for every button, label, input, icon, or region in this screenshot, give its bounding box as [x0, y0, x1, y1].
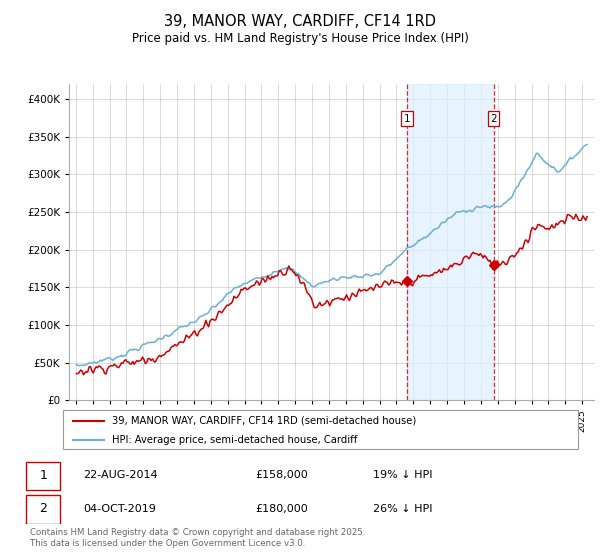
Text: Price paid vs. HM Land Registry's House Price Index (HPI): Price paid vs. HM Land Registry's House … — [131, 32, 469, 45]
FancyBboxPatch shape — [26, 496, 60, 524]
Text: £158,000: £158,000 — [255, 470, 308, 480]
Text: 19% ↓ HPI: 19% ↓ HPI — [373, 470, 433, 480]
Text: Contains HM Land Registry data © Crown copyright and database right 2025.
This d: Contains HM Land Registry data © Crown c… — [30, 528, 365, 548]
FancyBboxPatch shape — [62, 410, 578, 449]
Text: 1: 1 — [40, 469, 47, 482]
Text: 26% ↓ HPI: 26% ↓ HPI — [373, 504, 433, 514]
Text: 2: 2 — [490, 114, 497, 124]
Text: 22-AUG-2014: 22-AUG-2014 — [83, 470, 157, 480]
Text: £180,000: £180,000 — [255, 504, 308, 514]
Text: 39, MANOR WAY, CARDIFF, CF14 1RD (semi-detached house): 39, MANOR WAY, CARDIFF, CF14 1RD (semi-d… — [112, 416, 416, 426]
Text: HPI: Average price, semi-detached house, Cardiff: HPI: Average price, semi-detached house,… — [112, 435, 358, 445]
FancyBboxPatch shape — [26, 462, 60, 490]
Text: 04-OCT-2019: 04-OCT-2019 — [83, 504, 156, 514]
Text: 2: 2 — [40, 502, 47, 515]
Text: 1: 1 — [404, 114, 410, 124]
Text: 39, MANOR WAY, CARDIFF, CF14 1RD: 39, MANOR WAY, CARDIFF, CF14 1RD — [164, 14, 436, 29]
